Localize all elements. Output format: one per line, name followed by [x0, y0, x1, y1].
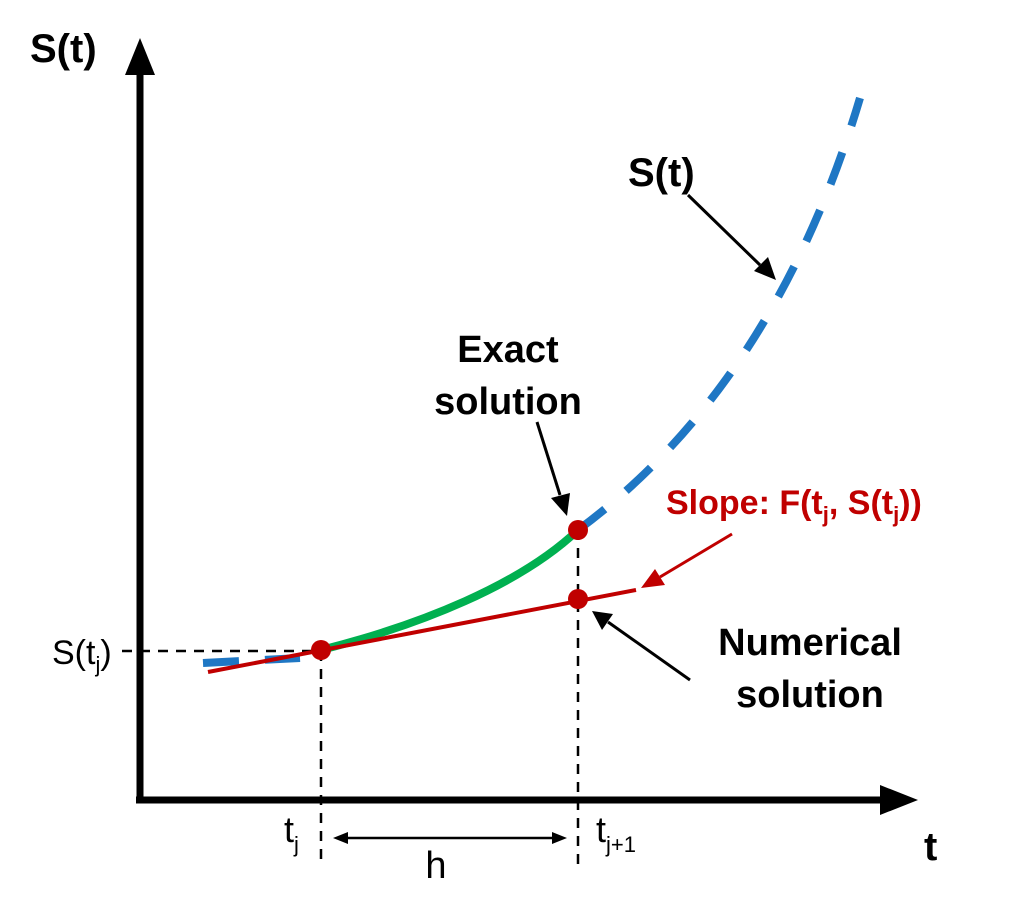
tj1-label-base: t	[596, 809, 606, 850]
numerical-label-line2: solution	[736, 674, 884, 716]
exact-segment-curve	[320, 527, 581, 654]
exact-label-line2: solution	[434, 381, 582, 423]
s-tj-label: S(tj)	[52, 634, 112, 677]
tj1-label: tj+1	[596, 809, 636, 857]
s-tj-label-sub: j	[94, 652, 100, 677]
slope-label-sub1: j	[822, 502, 829, 527]
x-axis-arrowhead	[880, 785, 918, 815]
point-exact-tj1	[568, 520, 588, 540]
curve-label-arrow	[686, 193, 776, 280]
exact-label-line1: Exact	[457, 329, 559, 371]
slope-label-sub2: j	[892, 502, 899, 527]
h-label: h	[425, 845, 446, 887]
slope-label-prefix: Slope: F(t	[666, 484, 823, 522]
s-tj-label-close: )	[100, 634, 111, 672]
x-axis-label: t	[924, 825, 937, 869]
exact-curve-dashed	[575, 96, 864, 534]
s-tj-label-base: S(t	[52, 634, 96, 672]
y-axis-label: S(t)	[30, 27, 97, 71]
slope-label-suffix: ))	[899, 484, 922, 522]
tj-label: tj	[284, 809, 299, 857]
curve-label: S(t)	[628, 151, 695, 195]
tangent-line	[207, 588, 637, 674]
tj1-label-sub: j+1	[605, 832, 636, 857]
slope-label: Slope: F(tj, S(tj))	[666, 484, 922, 527]
numerical-label-line1: Numerical	[718, 622, 902, 664]
numerical-label-arrow	[592, 611, 691, 682]
tj-label-base: t	[284, 809, 294, 850]
slope-label-mid: , S(t	[829, 484, 893, 522]
point-tj	[311, 640, 331, 660]
point-numerical-tj1	[568, 589, 588, 609]
slope-label-arrow	[641, 532, 733, 588]
y-axis-arrowhead	[125, 38, 155, 75]
exact-label-arrow	[535, 421, 570, 516]
tj-label-sub: j	[293, 832, 299, 857]
h-span-arrow	[333, 832, 567, 844]
